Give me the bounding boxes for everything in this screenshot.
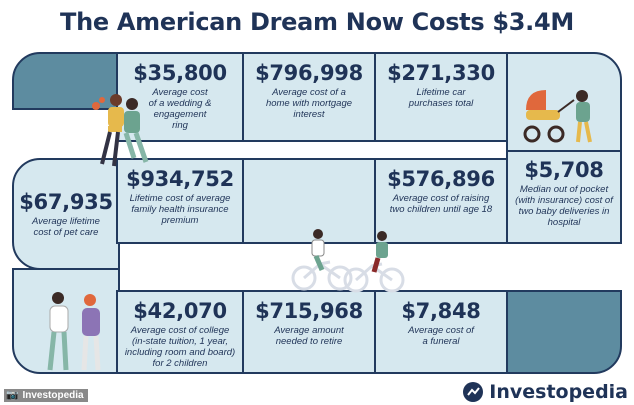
health-amount: $934,752 xyxy=(126,167,234,191)
retire-desc: Average amount needed to retire xyxy=(274,325,344,347)
brand-logo: Investopedia xyxy=(462,381,628,403)
delivery-amount: $5,708 xyxy=(524,158,604,182)
funeral-desc: Average cost of a funeral xyxy=(408,325,474,347)
funeral-amount: $7,848 xyxy=(401,299,481,323)
college-desc: Average cost of college (in-state tuitio… xyxy=(124,325,236,369)
health-desc: Lifetime cost of average family health i… xyxy=(129,193,231,226)
pet-desc: Average lifetime cost of pet care xyxy=(32,216,100,238)
home-desc: Average cost of a home with mortgage int… xyxy=(265,87,353,120)
children-tile: $576,896 Average cost of raising two chi… xyxy=(374,158,508,244)
children-desc: Average cost of raising two children unt… xyxy=(389,193,493,215)
pet-tile: $67,935 Average lifetime cost of pet car… xyxy=(12,158,120,270)
delivery-desc: Median out of pocket (with insurance) co… xyxy=(515,184,613,228)
delivery-tile: $5,708 Median out of pocket (with insura… xyxy=(506,150,622,244)
pet-amount: $67,935 xyxy=(19,190,113,214)
car-amount: $271,330 xyxy=(387,61,495,85)
end-tile xyxy=(506,290,622,374)
wedding-tile: $35,800 Average cost of a wedding & enga… xyxy=(116,52,244,142)
page-title: The American Dream Now Costs $3.4M xyxy=(60,8,574,36)
car-tile: $271,330 Lifetime car purchases total xyxy=(374,52,508,142)
retire-tile: $715,968 Average amount needed to retire xyxy=(242,290,376,374)
investopedia-logo-icon xyxy=(463,382,484,402)
wedding-amount: $35,800 xyxy=(133,61,227,85)
college-tile: $42,070 Average cost of college (in-stat… xyxy=(116,290,244,374)
credit-text: Investopedia xyxy=(22,390,84,401)
retire-amount: $715,968 xyxy=(255,299,363,323)
camera-icon: 📷 xyxy=(6,390,19,401)
cyclists-illustration xyxy=(291,229,405,293)
health-tile: $934,752 Lifetime cost of average family… xyxy=(116,158,244,244)
car-desc: Lifetime car purchases total xyxy=(408,87,474,109)
blank-tile xyxy=(242,158,376,244)
home-amount: $796,998 xyxy=(255,61,363,85)
baby-stroller-illustration xyxy=(523,90,592,143)
funeral-tile: $7,848 Average cost of a funeral xyxy=(374,290,508,374)
wedding-desc: Average cost of a wedding & engagement r… xyxy=(148,87,212,131)
college-amount: $42,070 xyxy=(133,299,227,323)
children-amount: $576,896 xyxy=(387,167,495,191)
couple-illustration xyxy=(92,94,149,167)
couple-talking-illustration xyxy=(47,292,101,371)
photo-credit: 📷 Investopedia xyxy=(4,389,88,402)
home-tile: $796,998 Average cost of a home with mor… xyxy=(242,52,376,142)
brand-name: Investopedia xyxy=(489,381,628,403)
